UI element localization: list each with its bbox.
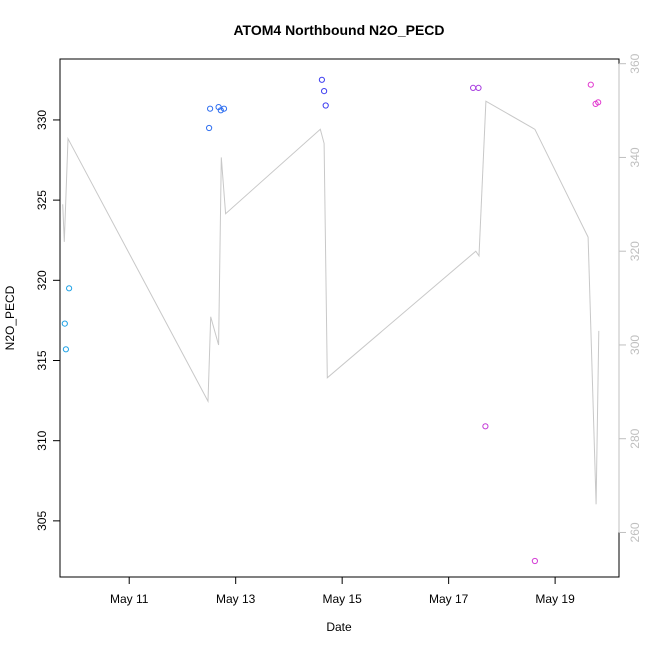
data-point	[318, 76, 325, 83]
y-tick-label: 330	[35, 110, 49, 130]
data-point	[595, 99, 602, 106]
y2-tick-label: 260	[628, 522, 642, 542]
y2-tick-label: 360	[628, 53, 642, 73]
x-tick-label: May 17	[429, 592, 469, 606]
y-tick-label: 320	[35, 270, 49, 290]
x-tick-label: May 15	[322, 592, 362, 606]
x-axis: May 11 May 13 May 15 May 17 May 19	[110, 576, 575, 606]
data-point	[482, 423, 489, 430]
plot-frame	[59, 58, 620, 578]
data-point	[531, 557, 539, 565]
chart-title: ATOM4 Northbound N2O_PECD	[233, 22, 444, 38]
y2-tick-label: 300	[628, 335, 642, 355]
x-tick-label: May 11	[110, 592, 149, 606]
y-tick-label: 315	[35, 350, 49, 370]
y-axis-right: 260 280 300 320 340 360	[618, 53, 642, 542]
y-tick-label: 310	[35, 430, 49, 450]
data-point	[217, 107, 224, 114]
data-point	[206, 124, 213, 132]
y-axis-label: N2O_PECD	[3, 285, 17, 350]
y2-tick-label: 340	[628, 147, 642, 167]
data-point	[322, 102, 329, 109]
data-point	[475, 84, 482, 92]
data-point	[61, 320, 68, 327]
x-axis-label: Date	[326, 620, 352, 634]
data-point	[470, 84, 477, 92]
y2-tick-label: 320	[628, 241, 642, 261]
series-line-layer	[62, 100, 600, 505]
series-line	[62, 100, 600, 505]
y-axis-left: 305 310 315 320 325 330	[35, 110, 61, 531]
x-tick-label: May 19	[535, 592, 575, 606]
data-point	[587, 81, 594, 88]
y-tick-label: 325	[35, 190, 49, 210]
data-point	[66, 285, 73, 292]
data-point	[321, 88, 328, 95]
data-point	[62, 346, 70, 353]
x-tick-label: May 13	[216, 592, 256, 606]
y2-tick-label: 280	[628, 428, 642, 448]
data-point	[207, 105, 214, 112]
data-point	[220, 105, 228, 112]
data-points-layer	[61, 76, 602, 565]
y-tick-label: 305	[35, 511, 49, 531]
